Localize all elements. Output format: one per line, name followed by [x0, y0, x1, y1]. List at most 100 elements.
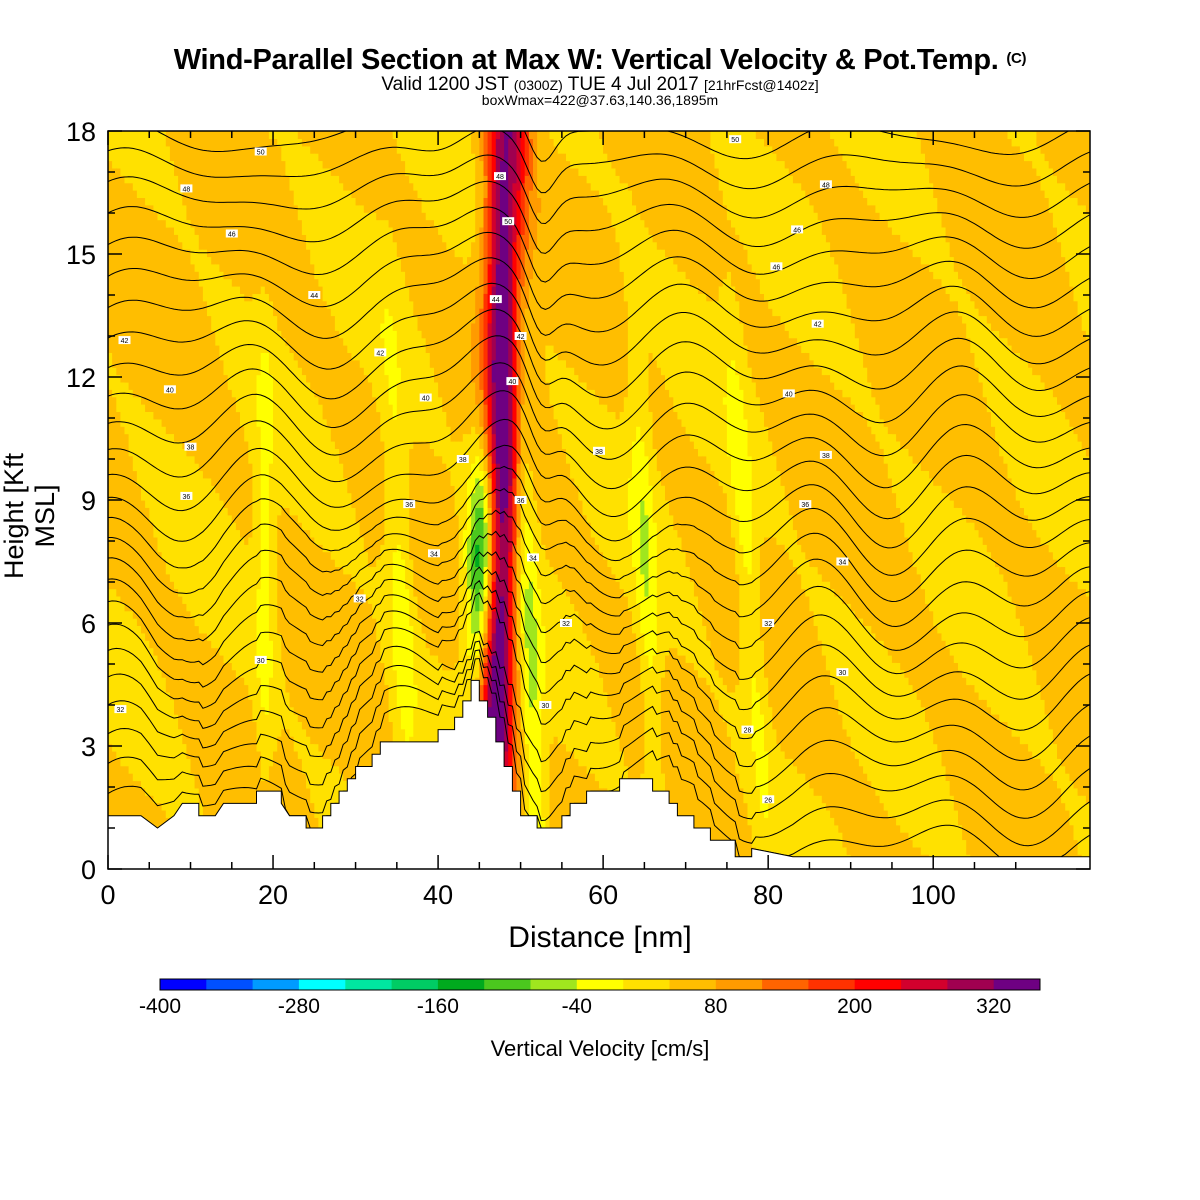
contour-label-bg [799, 500, 812, 509]
w-cell [945, 131, 951, 243]
w-cell [722, 204, 728, 280]
w-cell [805, 197, 810, 353]
colorbar-tick-label: 320 [976, 995, 1011, 1018]
w-cell [297, 758, 303, 869]
w-cell [211, 131, 216, 265]
w-cell [731, 286, 736, 361]
w-cell [772, 455, 777, 538]
w-cell [916, 256, 922, 464]
w-cell [574, 374, 579, 486]
w-cell [566, 131, 571, 162]
w-cell [578, 500, 584, 619]
w-cell [904, 131, 909, 243]
colorbar-label: Vertical Velocity [cm/s] [490, 1036, 710, 1061]
w-cell [731, 485, 736, 538]
w-cell [128, 455, 134, 612]
w-cell [805, 780, 810, 869]
w-cell [900, 522, 905, 671]
w-cell [438, 234, 443, 398]
w-cell [986, 411, 992, 553]
w-cell [842, 396, 848, 604]
w-cell [904, 536, 909, 678]
w-cell [1052, 559, 1058, 745]
w-cell [958, 669, 963, 826]
w-cell [780, 544, 786, 752]
w-cell [834, 389, 839, 597]
w-cell [722, 684, 728, 722]
w-cell [471, 463, 476, 494]
w-cell [504, 131, 509, 508]
contour-label-bg [308, 291, 321, 299]
w-cell [570, 167, 575, 368]
colorbar-tick-label: -280 [278, 995, 320, 1018]
w-cell [524, 588, 530, 649]
w-cell [615, 418, 621, 582]
w-cell [665, 389, 670, 501]
w-cell [537, 197, 542, 213]
w-cell [982, 544, 988, 700]
w-cell [207, 315, 212, 479]
w-cell [372, 396, 377, 567]
w-cell [120, 426, 126, 604]
w-cell [920, 153, 926, 265]
w-cell [1015, 618, 1021, 737]
theta-contour-line [108, 630, 1090, 794]
w-cell [772, 728, 777, 869]
w-cell [223, 131, 229, 280]
w-cell [235, 131, 241, 287]
w-cell [141, 131, 146, 198]
w-cell [186, 455, 192, 612]
w-cell [962, 839, 967, 869]
w-cell [491, 463, 497, 494]
w-cell [277, 632, 282, 737]
w-cell [202, 477, 208, 634]
w-cell [198, 632, 204, 804]
w-cell [863, 418, 868, 626]
w-cell [491, 610, 497, 634]
w-cell [384, 374, 390, 686]
w-cell [937, 278, 942, 486]
w-cell [929, 728, 934, 863]
w-cell [231, 669, 237, 869]
colorbar-swatch [206, 979, 254, 990]
w-cell [454, 441, 460, 516]
w-cell [656, 249, 662, 368]
w-cell [644, 514, 650, 597]
contour-label: 34 [839, 560, 847, 567]
w-cell [916, 463, 922, 575]
w-cell [792, 566, 798, 767]
w-cell [1024, 743, 1029, 869]
theta-contour-line [108, 465, 1090, 576]
w-cell [875, 795, 881, 869]
w-cell [978, 315, 984, 383]
w-cell [702, 131, 707, 294]
w-cell [528, 278, 534, 472]
w-cell [136, 396, 142, 486]
w-cell [182, 204, 187, 250]
w-cell [1024, 514, 1029, 641]
w-cell [367, 566, 373, 604]
w-cell [471, 492, 476, 531]
w-cell [392, 131, 398, 139]
w-cell [842, 293, 848, 398]
w-cell [896, 234, 901, 442]
w-cell [108, 389, 113, 590]
w-cell [747, 573, 753, 826]
w-cell [937, 212, 942, 280]
w-cell [669, 396, 674, 516]
w-cell [586, 640, 592, 774]
w-cell [524, 249, 530, 309]
w-cell [475, 404, 480, 435]
w-cell [850, 610, 856, 752]
w-cell [764, 300, 769, 427]
w-cell [355, 588, 361, 789]
w-cell [1007, 728, 1013, 869]
contour-label-bg [118, 336, 131, 345]
w-cell [1044, 131, 1050, 162]
w-cell [128, 389, 134, 457]
w-cell [995, 441, 1000, 568]
w-cell [1028, 522, 1033, 656]
w-cell [174, 175, 179, 235]
w-cell [409, 182, 414, 302]
